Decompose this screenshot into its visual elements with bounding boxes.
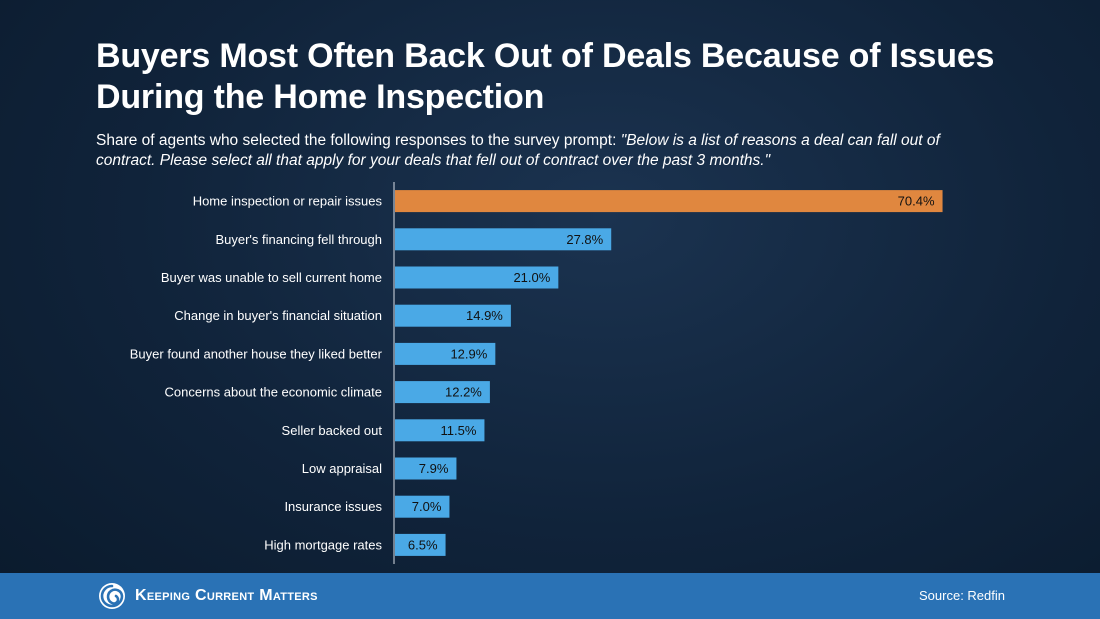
brand-name: Keeping Current Matters [135,587,318,604]
bar [395,495,450,518]
chart-subtitle: Share of agents who selected the followi… [96,131,996,171]
chart-title: Buyers Most Often Back Out of Deals Beca… [96,37,995,116]
category-label: Buyer was unable to sell current home [161,270,382,285]
data-label: 14.9% [466,308,503,323]
category-label: High mortgage rates [264,537,382,552]
bar [395,457,457,480]
data-label: 11.5% [441,423,477,438]
category-label: Buyer found another house they liked bet… [130,346,383,361]
data-label: 7.0% [412,499,442,514]
bar [395,419,485,442]
subtitle-quote: "Below is a list of reasons a deal can f… [96,132,940,169]
data-label: 21.0% [513,270,550,285]
data-label: 12.9% [450,346,487,361]
data-label: 70.4% [898,194,935,209]
bar-chart: Home inspection or repair issues 70.4% Buy… [130,182,943,564]
subtitle-lead: Share of agents who selected the followi… [96,132,621,149]
data-label: 27.8% [566,232,603,247]
category-label: Concerns about the economic climate [164,385,382,400]
category-label: Seller backed out [282,423,383,438]
source-note: Source: Redfin [919,588,1005,603]
category-label: Buyer's financing fell through [215,232,382,247]
data-label: 6.5% [408,537,438,552]
bar [395,304,511,327]
category-label: Change in buyer's financial situation [174,308,382,323]
data-label: 12.2% [445,385,482,400]
footer-bar: Keeping Current Matters Source: Redfin [0,573,1100,619]
category-label: Low appraisal [302,461,382,476]
brand-logo: Keeping Current Matters [98,582,318,610]
bar [395,381,490,404]
bar [395,228,612,251]
bar [395,266,559,289]
bar [395,342,496,365]
category-label: Home inspection or repair issues [193,194,383,209]
data-label: 7.9% [419,461,449,476]
swirl-logo-icon [99,583,125,609]
category-label: Insurance issues [284,499,382,514]
bar [395,533,446,556]
bar [395,190,943,213]
